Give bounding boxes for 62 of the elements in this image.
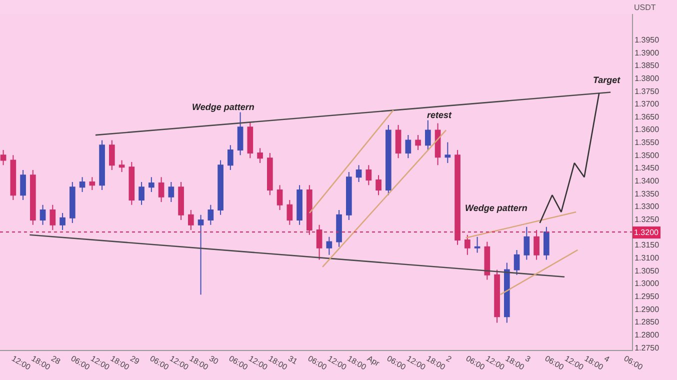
y-tick-label: 1.3450: [634, 164, 660, 173]
y-tick-label: 1.2750: [634, 343, 660, 352]
y-tick-label: 1.3150: [634, 240, 660, 250]
y-tick-label: 1.3800: [634, 74, 660, 83]
y-tick-label: 1.3750: [634, 86, 660, 96]
x-tick-label: 18:00: [582, 354, 606, 372]
x-tick-label: 06:00: [385, 354, 408, 372]
x-tick-label: 18:00: [188, 354, 210, 372]
y-tick-label: 1.2850: [634, 318, 660, 327]
y-axis-title: USDT: [634, 3, 656, 12]
x-tick-label: 30: [208, 354, 220, 367]
annotation: Target: [593, 75, 622, 85]
y-tick-label: 1.2950: [634, 292, 660, 301]
x-tick-label: 12:00: [10, 354, 32, 372]
x-tick-label: 06:00: [69, 354, 92, 372]
x-tick-label: 29: [128, 354, 142, 367]
x-tick-label: 2: [444, 354, 454, 364]
y-tick-label: 1.3350: [634, 189, 660, 198]
y-tick-label: 1.3400: [634, 176, 660, 186]
x-tick-label: 06:00: [148, 354, 171, 372]
y-tick-label: 1.3850: [634, 61, 660, 70]
y-tick-label: 1.3250: [634, 214, 660, 224]
y-tick-label: 1.3950: [634, 35, 660, 44]
x-tick-label: 12:00: [247, 354, 270, 372]
x-tick-label: 3: [524, 354, 532, 364]
x-tick-label: 06:00: [543, 354, 566, 372]
y-tick-label: 1.2800: [634, 330, 660, 340]
x-tick-label: 12:00: [89, 354, 112, 372]
y-tick-label: 1.3600: [634, 125, 660, 134]
x-tick-label: 18:00: [30, 354, 52, 372]
x-tick-label: 18:00: [504, 354, 526, 372]
ref-line-label: 1.3200: [634, 228, 660, 237]
x-tick-label: Apr: [366, 354, 382, 368]
x-tick-label: 06:00: [306, 354, 329, 372]
x-tick-label: 18:00: [266, 354, 290, 372]
x-tick-label: 28: [50, 354, 62, 367]
x-tick-label: 4: [602, 354, 612, 364]
x-tick-label: 12:00: [168, 354, 190, 372]
annotation: retest: [427, 110, 453, 120]
y-tick-label: 1.3050: [634, 266, 660, 276]
x-tick-label: 06:00: [622, 354, 645, 372]
x-tick-label: 18:00: [424, 354, 448, 372]
y-tick-label: 1.3700: [634, 100, 660, 109]
y-tick-label: 1.3550: [634, 138, 660, 148]
annotation: Wedge pattern: [192, 102, 255, 112]
annotation: Wedge pattern: [465, 203, 528, 213]
y-tick-label: 1.2900: [634, 304, 660, 314]
y-tick-label: 1.3100: [634, 253, 660, 262]
y-tick-label: 1.3900: [634, 48, 660, 58]
x-tick-label: 12:00: [405, 354, 428, 372]
x-tick-label: 12:00: [326, 354, 348, 372]
x-tick-label: 06:00: [464, 354, 487, 372]
y-tick-label: 1.3300: [634, 202, 660, 212]
x-tick-label: 06:00: [227, 354, 250, 372]
y-tick-label: 1.3000: [634, 279, 660, 288]
y-tick-label: 1.3650: [634, 112, 660, 122]
x-tick-label: 12:00: [484, 354, 506, 372]
y-tick-label: 1.3500: [634, 150, 660, 160]
x-tick-label: 31: [286, 354, 300, 367]
x-tick-label: 18:00: [108, 354, 132, 372]
x-tick-label: 18:00: [346, 354, 368, 372]
x-tick-label: 12:00: [563, 354, 586, 372]
